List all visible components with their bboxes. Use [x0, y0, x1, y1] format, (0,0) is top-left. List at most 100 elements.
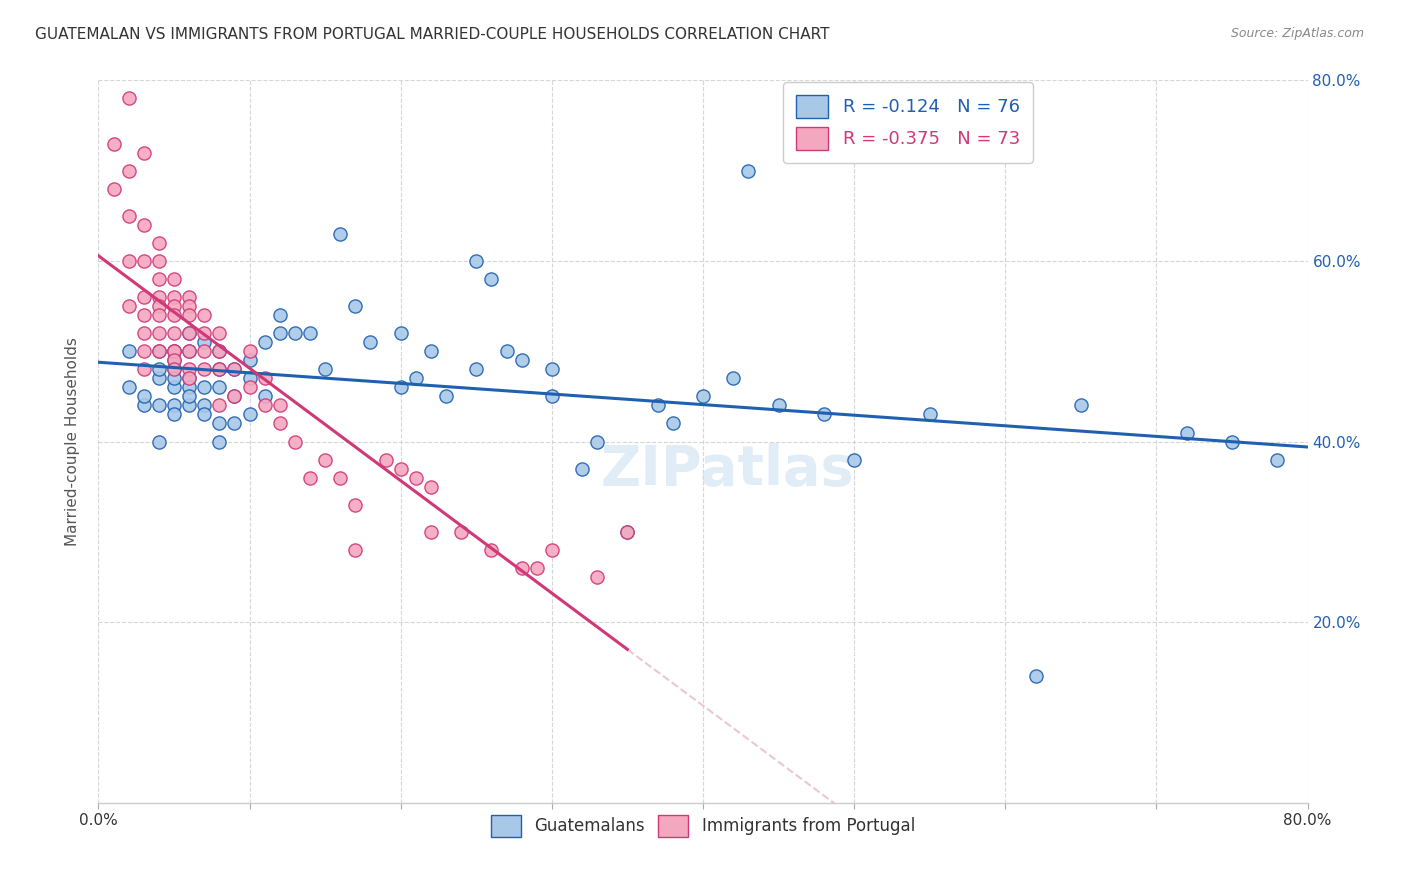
Point: [179, 344, 201, 359]
Point: [179, 371, 201, 385]
Point: [118, 91, 141, 105]
Point: [208, 380, 231, 394]
Point: [208, 417, 231, 431]
Point: [465, 254, 488, 268]
Point: [284, 326, 307, 340]
Point: [132, 218, 155, 232]
Point: [179, 398, 201, 412]
Point: [737, 163, 759, 178]
Point: [692, 389, 714, 403]
Point: [1267, 452, 1289, 467]
Point: [193, 308, 215, 322]
Point: [163, 408, 186, 422]
Point: [465, 362, 488, 376]
Point: [132, 290, 155, 304]
Point: [360, 335, 382, 350]
Text: ZIPatlas: ZIPatlas: [600, 443, 853, 498]
Point: [918, 408, 941, 422]
Point: [405, 371, 427, 385]
Point: [269, 326, 291, 340]
Point: [193, 326, 215, 340]
Point: [253, 371, 276, 385]
Point: [193, 408, 215, 422]
Point: [481, 272, 503, 286]
Point: [1024, 669, 1046, 683]
Point: [163, 380, 186, 394]
Point: [118, 344, 141, 359]
Point: [132, 254, 155, 268]
Point: [420, 480, 443, 494]
Point: [374, 452, 396, 467]
Point: [132, 389, 155, 403]
Point: [148, 272, 170, 286]
Point: [118, 163, 141, 178]
Point: [284, 434, 307, 449]
Point: [103, 136, 125, 151]
Point: [540, 542, 562, 557]
Point: [405, 471, 427, 485]
Point: [118, 209, 141, 223]
Point: [224, 417, 246, 431]
Point: [148, 254, 170, 268]
Point: [179, 389, 201, 403]
Point: [420, 524, 443, 539]
Point: [344, 498, 367, 512]
Point: [299, 326, 322, 340]
Point: [163, 299, 186, 313]
Point: [239, 353, 262, 368]
Point: [132, 362, 155, 376]
Point: [239, 408, 262, 422]
Point: [163, 272, 186, 286]
Point: [179, 362, 201, 376]
Point: [526, 561, 548, 575]
Point: [420, 344, 443, 359]
Point: [208, 362, 231, 376]
Point: [269, 308, 291, 322]
Point: [148, 326, 170, 340]
Point: [208, 344, 231, 359]
Point: [148, 398, 170, 412]
Point: [163, 362, 186, 376]
Point: [329, 471, 352, 485]
Point: [179, 290, 201, 304]
Point: [239, 344, 262, 359]
Point: [450, 524, 472, 539]
Point: [193, 362, 215, 376]
Point: [193, 380, 215, 394]
Point: [389, 461, 412, 475]
Point: [299, 471, 322, 485]
Point: [179, 380, 201, 394]
Point: [1220, 434, 1243, 449]
Point: [193, 335, 215, 350]
Point: [224, 389, 246, 403]
Y-axis label: Married-couple Households: Married-couple Households: [65, 337, 80, 546]
Point: [344, 542, 367, 557]
Point: [208, 344, 231, 359]
Point: [179, 326, 201, 340]
Point: [118, 254, 141, 268]
Point: [239, 380, 262, 394]
Point: [1070, 398, 1092, 412]
Point: [103, 182, 125, 196]
Point: [163, 344, 186, 359]
Point: [253, 389, 276, 403]
Point: [481, 542, 503, 557]
Point: [163, 353, 186, 368]
Point: [163, 398, 186, 412]
Point: [344, 299, 367, 313]
Point: [540, 389, 562, 403]
Point: [179, 344, 201, 359]
Point: [224, 389, 246, 403]
Point: [239, 371, 262, 385]
Point: [813, 408, 835, 422]
Point: [148, 235, 170, 250]
Point: [510, 561, 533, 575]
Point: [434, 389, 457, 403]
Point: [616, 524, 638, 539]
Point: [224, 362, 246, 376]
Point: [661, 417, 683, 431]
Point: [132, 308, 155, 322]
Point: [193, 398, 215, 412]
Point: [163, 308, 186, 322]
Point: [571, 461, 593, 475]
